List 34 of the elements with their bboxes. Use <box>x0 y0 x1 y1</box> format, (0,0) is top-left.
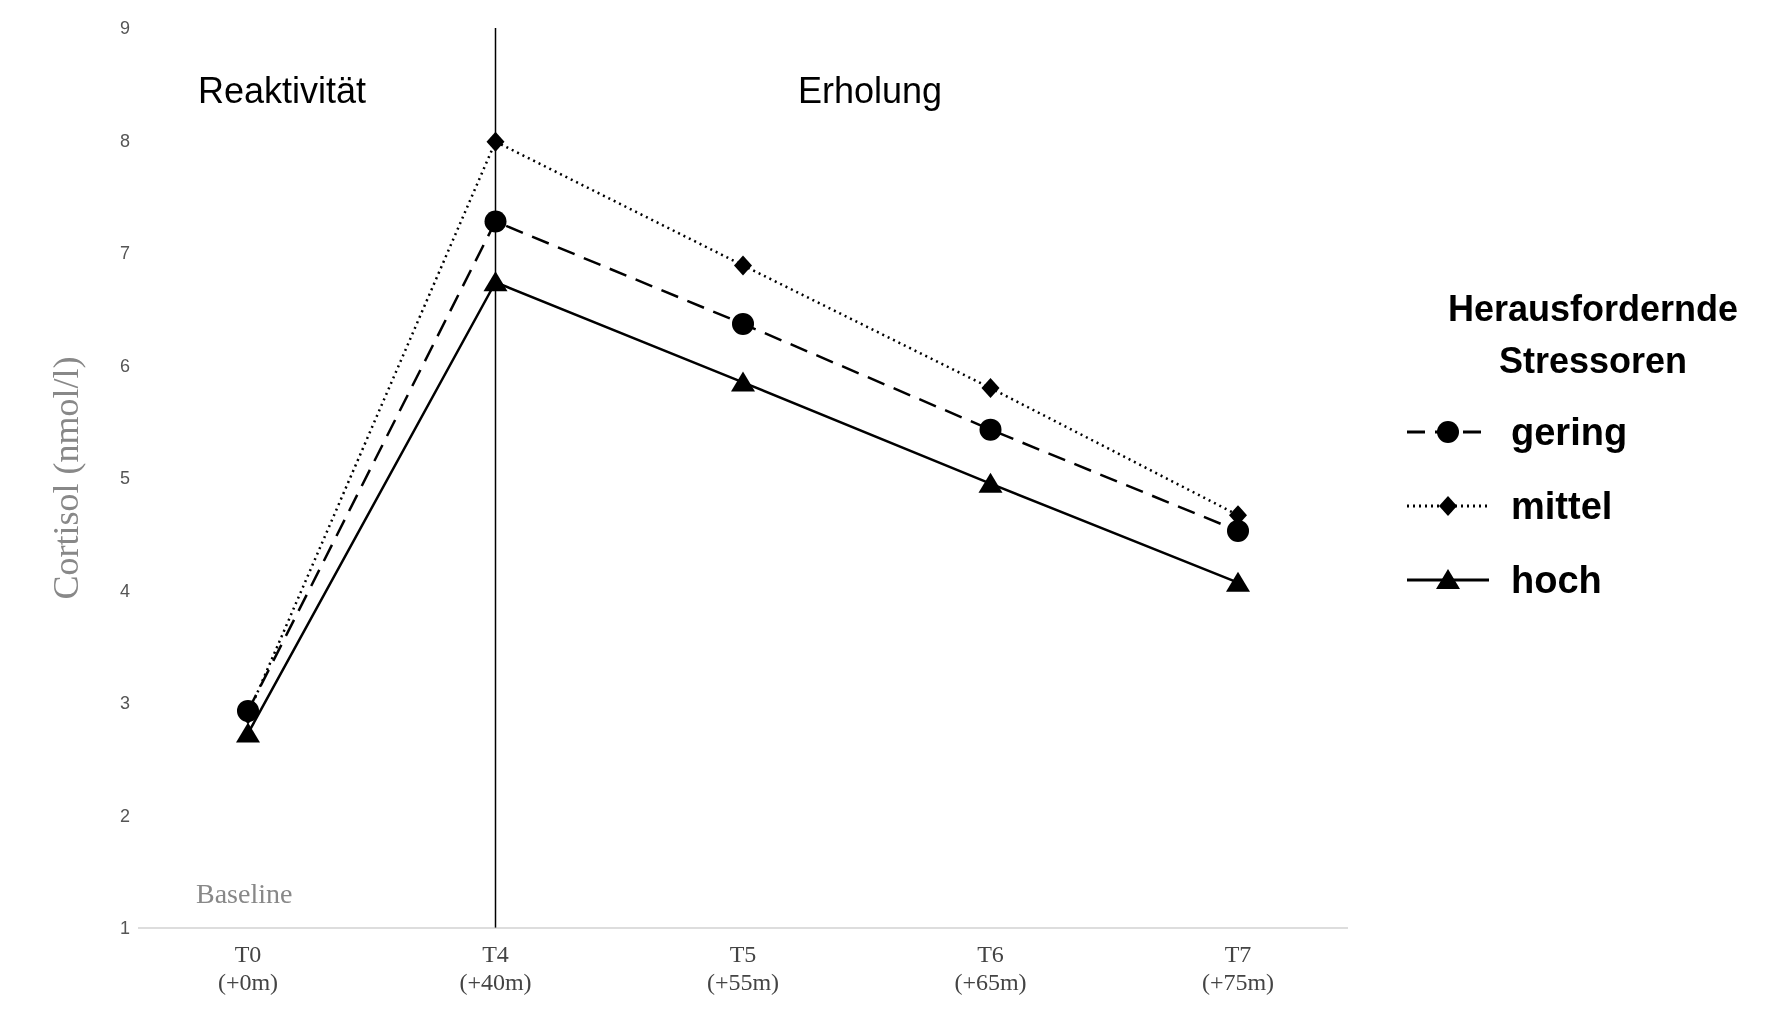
x-tick-label: T0 (+0m) <box>217 941 279 995</box>
point <box>1226 571 1250 592</box>
y-tick-label: 8 <box>119 130 130 151</box>
point <box>1227 519 1249 542</box>
point <box>734 255 752 276</box>
y-tick-label: 3 <box>119 693 130 714</box>
point <box>981 378 1000 398</box>
point <box>978 472 1003 493</box>
legend-label: gering <box>1511 410 1628 454</box>
y-tick-label: 7 <box>119 243 130 264</box>
point <box>486 131 505 152</box>
point <box>483 271 508 292</box>
legend-label: mittel <box>1511 484 1613 528</box>
legend-label: hoch <box>1511 558 1602 602</box>
point <box>731 371 755 392</box>
point <box>484 210 507 233</box>
point <box>732 312 754 335</box>
y-tick-label: 4 <box>119 580 130 601</box>
x-tick-label: T7 (+75m) <box>1201 941 1275 995</box>
y-tick-label: 9 <box>119 18 130 39</box>
y-axis-title: Cortisol (nmol/l) <box>45 356 86 600</box>
annotation: Reaktivität <box>198 70 367 112</box>
y-tick-label: 5 <box>119 468 130 489</box>
x-tick-label: T4 (+40m) <box>459 941 532 995</box>
annotation: Baseline <box>196 878 293 910</box>
y-tick-label: 1 <box>119 918 130 939</box>
y-tick-label: 6 <box>119 355 130 376</box>
x-tick-label: T5 (+55m) <box>706 941 780 995</box>
point <box>236 722 260 743</box>
x-tick-label: T6 (+65m) <box>954 941 1027 995</box>
point <box>979 418 1002 441</box>
legend-title: Herausfordernde Stressoren <box>1446 287 1740 383</box>
annotation: Erholung <box>798 70 943 112</box>
y-tick-label: 2 <box>119 805 130 826</box>
